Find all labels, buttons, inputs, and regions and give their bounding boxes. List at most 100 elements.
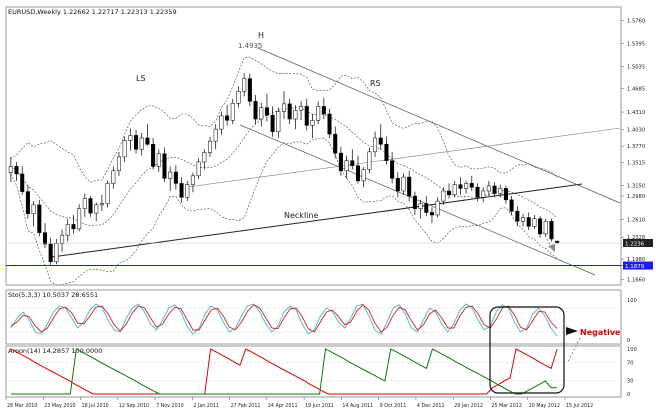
candle-body xyxy=(361,169,366,182)
candle-body xyxy=(259,107,264,120)
time-axis: 28 Mar 2010 23 May 2010 18 Jul 2010 12 Sep … xyxy=(5,397,593,409)
candle-body xyxy=(549,221,554,240)
price-tick-label: 1.2980 xyxy=(627,194,645,200)
projection-arrow xyxy=(542,231,553,249)
candle-body xyxy=(196,161,201,177)
time-tick-label: 27 Feb 2011 xyxy=(231,403,261,409)
candle-body xyxy=(128,135,133,141)
candle-body xyxy=(475,186,480,198)
callout-link-dotted xyxy=(567,337,581,363)
candle-body xyxy=(355,165,360,182)
stochastic-panel xyxy=(5,289,622,345)
candle-body xyxy=(293,109,298,120)
candle-body xyxy=(134,135,139,150)
aroon-axis-label: 0 xyxy=(627,392,630,398)
candle-body xyxy=(270,114,275,132)
current-price-box xyxy=(623,239,653,248)
aroon-up-line xyxy=(10,348,558,395)
head-price-label: 1.4935 xyxy=(238,42,263,50)
upper-band xyxy=(10,56,558,183)
candle-body xyxy=(464,183,469,189)
candle-body xyxy=(481,190,486,198)
candle-body xyxy=(378,137,383,145)
candle-body xyxy=(503,188,508,201)
candle-body xyxy=(190,175,195,185)
candle-body xyxy=(344,160,349,172)
candle-body xyxy=(316,106,321,121)
time-tick-label: 28 Mar 2010 xyxy=(7,403,37,409)
support-price-label: 1.1879 xyxy=(625,264,645,270)
candle-body xyxy=(407,176,412,197)
time-tick-label: 19 Jun 2011 xyxy=(305,403,334,409)
candle-body xyxy=(304,106,309,126)
price-tick-label: 1.5035 xyxy=(627,64,645,70)
candle-body xyxy=(20,173,25,192)
candle-body xyxy=(139,137,144,150)
support-price-box xyxy=(623,261,653,270)
price-tick-label: 1.3150 xyxy=(627,183,645,189)
time-tick-label: 23 May 2010 xyxy=(44,403,75,409)
price-panel xyxy=(5,6,622,286)
stochastic-axis-label: 100 xyxy=(627,298,637,304)
candle-body xyxy=(54,243,59,262)
candle-body xyxy=(395,178,400,192)
time-tick-label: 14 Aug 2011 xyxy=(342,403,373,409)
candle-body xyxy=(469,183,474,188)
candle-body xyxy=(310,120,315,126)
candle-body xyxy=(48,243,53,262)
candle-body xyxy=(253,101,258,120)
candle-body xyxy=(264,107,269,116)
candle-body xyxy=(299,106,304,111)
price-tick-label: 1.3770 xyxy=(627,144,645,150)
candle-body xyxy=(429,212,434,216)
right-shoulder-label: RS xyxy=(370,79,381,88)
candle-body xyxy=(287,103,292,120)
bollinger-bands xyxy=(10,56,558,286)
candle-body xyxy=(247,78,252,102)
candle-body xyxy=(367,151,372,170)
candle-body xyxy=(509,199,514,212)
time-tick-label: 25 Mar 2012 xyxy=(491,403,521,409)
candle-body xyxy=(390,160,395,179)
channel-lower-line xyxy=(239,124,596,276)
price-tick-label: 1.4030 xyxy=(627,128,645,134)
candle-body xyxy=(82,198,87,209)
candle-body xyxy=(77,208,82,230)
candle-body xyxy=(447,190,452,196)
candle-body xyxy=(412,195,417,209)
candle-body xyxy=(156,153,161,167)
candle-body xyxy=(219,115,224,130)
price-tick-label: 1.2328 xyxy=(627,235,645,241)
candle-body xyxy=(168,171,173,179)
upper-neckline-parallel xyxy=(187,127,621,188)
candle-body xyxy=(202,152,207,163)
aroon-axis-label: 100 xyxy=(627,347,637,353)
candle-body xyxy=(276,111,281,132)
candle-body xyxy=(122,140,127,158)
candle-body xyxy=(384,144,389,161)
candle-body xyxy=(338,152,343,172)
candle-body xyxy=(37,204,42,233)
candle-body xyxy=(31,204,36,214)
time-tick-label: 7 Nov 2010 xyxy=(156,403,184,409)
candle-body xyxy=(65,224,70,236)
price-tick-label: 1.2610 xyxy=(627,217,645,223)
candle-body xyxy=(230,102,235,121)
highlight-box xyxy=(489,306,565,394)
lower-band xyxy=(10,137,558,286)
candle-body xyxy=(94,204,99,214)
price-panel-header: EURUSD,Weekly 1.22662 1.22717 1.22313 1.… xyxy=(8,8,177,16)
candle-body xyxy=(526,217,531,227)
aroon-down-line xyxy=(11,348,557,395)
candle-body xyxy=(8,166,13,173)
candle-body xyxy=(25,191,30,214)
candle-body xyxy=(373,137,378,153)
candle-body xyxy=(401,176,406,192)
price-axis: 1.5760 1.5395 1.5035 1.4685 1.4310 1.4030 1.37… xyxy=(6,19,653,283)
aroon-axis-label: 70 xyxy=(627,361,634,367)
candle-body xyxy=(515,210,520,222)
candle-body xyxy=(520,217,526,222)
left-shoulder-label: LS xyxy=(136,74,146,83)
neckline-line xyxy=(51,183,583,258)
